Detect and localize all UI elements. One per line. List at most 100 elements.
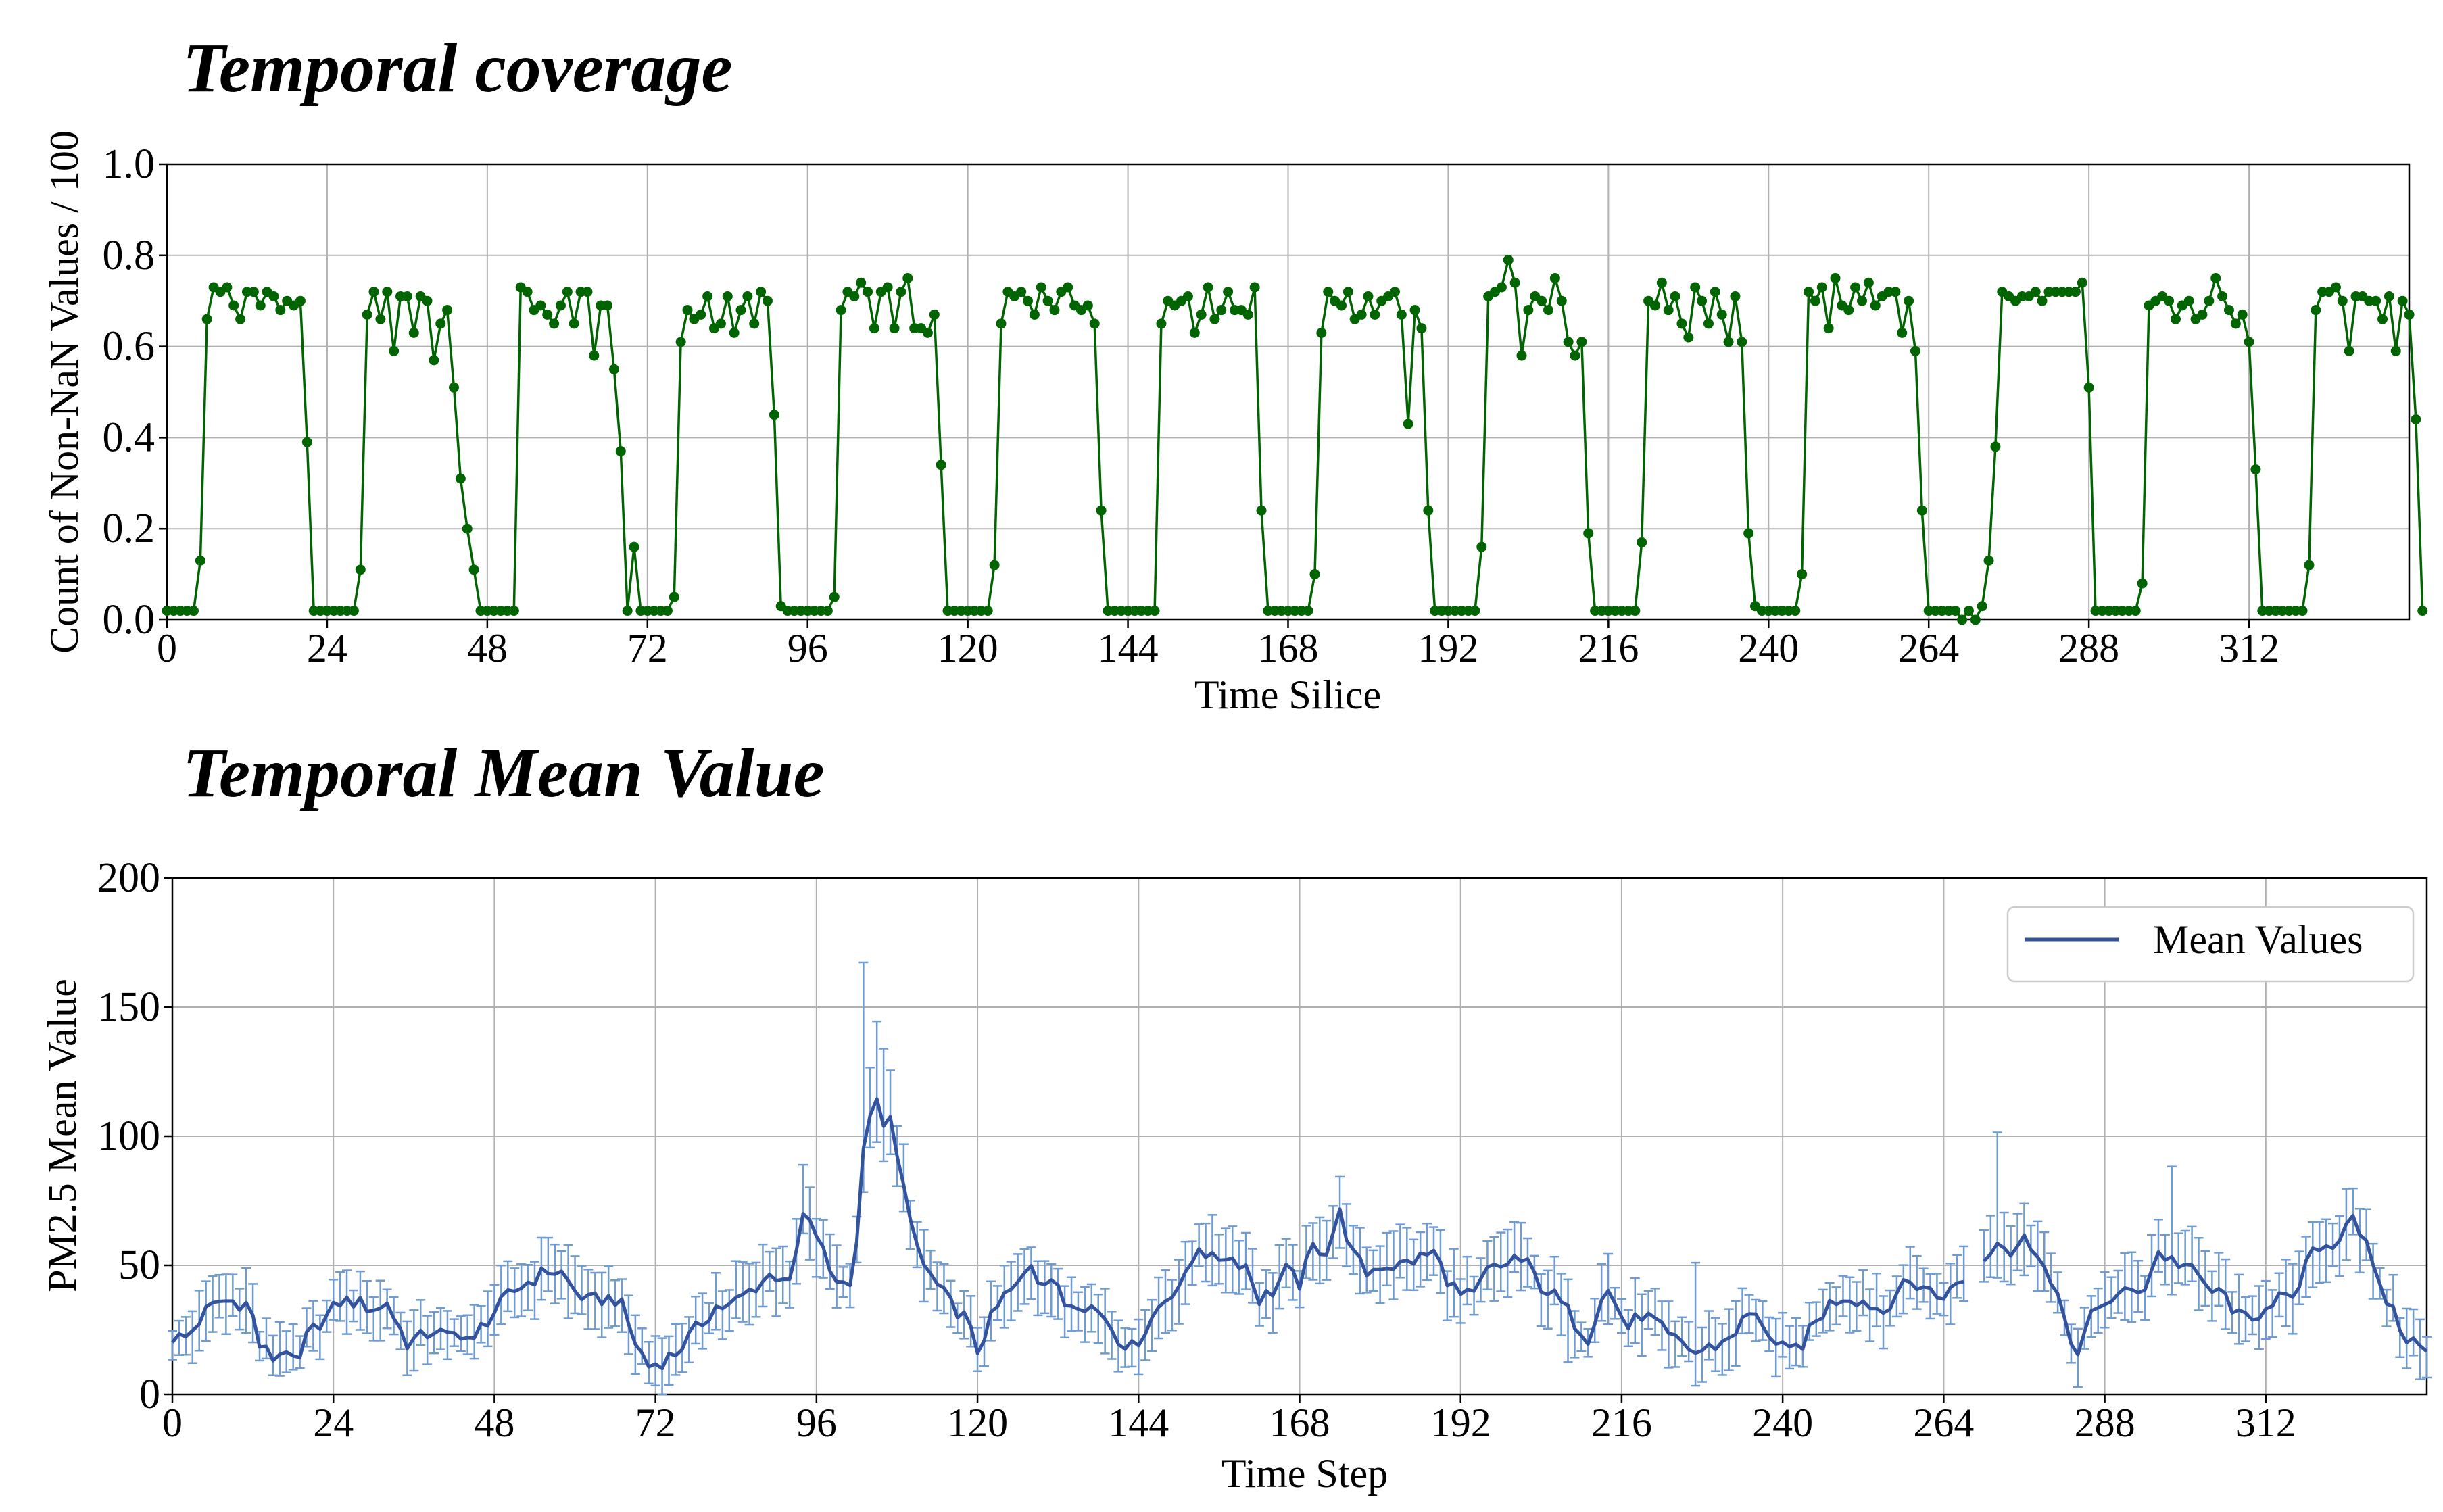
coverage-x-tick-label: 0	[157, 626, 177, 670]
coverage-point	[1703, 318, 1714, 329]
coverage-point	[1904, 295, 1914, 306]
coverage-x-axis-label: Time Silice	[1194, 673, 1381, 717]
coverage-point	[1804, 287, 1814, 297]
mean-error-bars	[168, 961, 2432, 1396]
coverage-point	[248, 287, 259, 297]
coverage-point	[1096, 505, 1107, 516]
coverage-point	[1156, 318, 1167, 329]
coverage-point	[389, 345, 400, 356]
mean-series	[171, 1097, 2428, 1371]
coverage-point	[1697, 295, 1708, 306]
coverage-point	[268, 291, 279, 301]
coverage-point	[2077, 277, 2087, 288]
coverage-point	[1870, 300, 1881, 311]
coverage-point	[1970, 614, 1981, 625]
coverage-point	[1663, 305, 1674, 316]
coverage-point	[1082, 300, 1093, 311]
coverage-point	[355, 564, 366, 575]
coverage-point	[2083, 382, 2094, 393]
coverage-point	[929, 309, 940, 320]
coverage-point	[1370, 309, 1380, 320]
coverage-point	[1977, 601, 1987, 612]
coverage-point	[2223, 305, 2234, 316]
coverage-point	[836, 305, 846, 316]
coverage-point	[448, 382, 459, 393]
coverage-point	[742, 291, 753, 301]
coverage-point	[1063, 282, 1073, 293]
coverage-point	[669, 591, 679, 602]
coverage-point	[2210, 273, 2221, 283]
coverage-point	[2377, 314, 2388, 324]
coverage-point	[682, 305, 693, 316]
coverage-point	[1983, 555, 1994, 566]
coverage-point	[1676, 318, 1687, 329]
coverage-point	[549, 318, 560, 329]
coverage-series	[162, 255, 2428, 625]
coverage-point	[1716, 309, 1727, 320]
coverage-point	[2417, 606, 2428, 616]
coverage-point	[1223, 287, 1234, 297]
coverage-point	[2070, 287, 2081, 297]
coverage-point	[368, 287, 379, 297]
mean-x-tick-label: 120	[947, 1400, 1008, 1445]
coverage-point	[1710, 287, 1720, 297]
coverage-point	[1856, 295, 1867, 306]
coverage-x-tick-label: 48	[467, 626, 508, 670]
coverage-point	[542, 309, 553, 320]
coverage-point	[2330, 282, 2341, 293]
mean-x-tick-label: 72	[635, 1400, 676, 1445]
coverage-point	[735, 305, 746, 316]
coverage-point	[1723, 337, 1734, 347]
coverage-point	[762, 295, 773, 306]
coverage-point	[1963, 606, 1974, 616]
mean-x-tick-label: 0	[162, 1400, 183, 1445]
mean-x-tick-label: 288	[2075, 1400, 2135, 1445]
coverage-point	[1189, 327, 1200, 338]
coverage-point	[1396, 309, 1407, 320]
coverage-point	[1409, 305, 1420, 316]
coverage-point	[382, 287, 393, 297]
coverage-point	[1563, 337, 1574, 347]
coverage-point	[1576, 337, 1587, 347]
coverage-point	[301, 437, 312, 447]
coverage-point	[1737, 337, 1747, 347]
coverage-point	[1042, 295, 1053, 306]
legend-box	[2006, 906, 2415, 983]
legend-label-mean-values: Mean Values	[2153, 917, 2363, 962]
coverage-point	[1850, 282, 1861, 293]
coverage-point	[922, 327, 933, 338]
mean-y-tick-label: 0	[139, 1371, 160, 1417]
coverage-point	[2230, 318, 2241, 329]
coverage-x-tick-label: 96	[788, 626, 828, 670]
coverage-y-tick-label: 0.2	[103, 506, 155, 552]
coverage-point	[1797, 569, 1808, 580]
coverage-point	[2384, 291, 2394, 301]
coverage-point	[1356, 309, 1367, 320]
coverage-y-tick-label: 1.0	[103, 141, 155, 187]
coverage-point	[555, 300, 566, 311]
coverage-point	[982, 606, 993, 616]
coverage-point	[1216, 305, 1227, 316]
coverage-point	[2344, 345, 2354, 356]
coverage-point	[195, 555, 205, 566]
mean-y-tick-label: 100	[97, 1113, 160, 1159]
mean-x-tick-label: 144	[1108, 1400, 1169, 1445]
coverage-point	[696, 309, 706, 320]
coverage-point	[508, 606, 519, 616]
coverage-point	[863, 287, 873, 297]
mean-x-tick-label: 264	[1913, 1400, 1974, 1445]
coverage-point	[255, 300, 266, 311]
coverage-point	[429, 355, 439, 366]
coverage-point	[2250, 464, 2261, 475]
coverage-point	[1690, 282, 1701, 293]
coverage-point	[408, 327, 419, 338]
coverage-x-tick-label: 144	[1098, 626, 1159, 670]
coverage-point	[1182, 291, 1193, 301]
coverage-point	[1843, 305, 1854, 316]
coverage-point	[602, 300, 613, 311]
coverage-point	[1309, 569, 1320, 580]
coverage-point	[715, 318, 726, 329]
coverage-point	[1537, 295, 1547, 306]
coverage-point	[228, 300, 239, 311]
coverage-point	[1016, 287, 1027, 297]
